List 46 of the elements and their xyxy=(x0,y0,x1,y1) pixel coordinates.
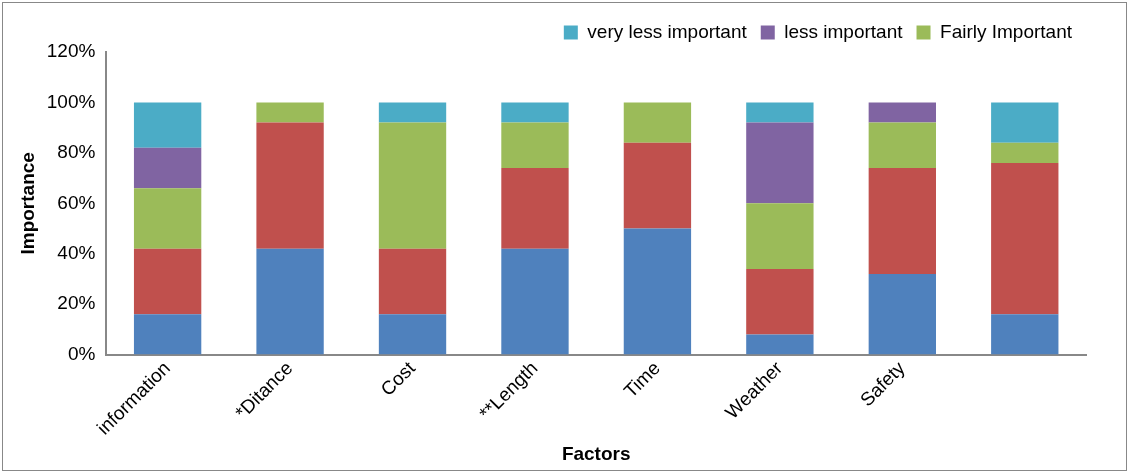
bar xyxy=(501,122,569,168)
legend-label: less important xyxy=(784,20,904,42)
bar xyxy=(868,168,936,274)
y-tick-label: 120% xyxy=(46,40,96,62)
bar xyxy=(991,162,1059,315)
x-axis-title: Factors xyxy=(561,442,631,464)
bar xyxy=(746,122,814,204)
x-tick-label: Cost xyxy=(376,356,420,400)
y-tick-label: 40% xyxy=(57,241,96,263)
bar xyxy=(623,142,692,229)
bar xyxy=(378,122,447,249)
bar xyxy=(746,203,814,269)
legend-label: very less important xyxy=(587,20,748,42)
x-tick-label: Time xyxy=(619,357,664,402)
bar xyxy=(746,268,814,335)
bar xyxy=(991,314,1059,355)
y-axis-title: Importance xyxy=(16,152,38,255)
bar xyxy=(868,273,936,355)
bar xyxy=(133,248,202,315)
bar xyxy=(991,102,1059,143)
bar xyxy=(133,147,202,189)
bar xyxy=(378,102,447,123)
bar xyxy=(133,314,202,355)
bar xyxy=(991,142,1059,163)
bar xyxy=(133,188,202,249)
bar xyxy=(746,102,814,123)
bar xyxy=(623,228,692,355)
bar xyxy=(256,248,324,355)
y-tick-label: 20% xyxy=(57,292,96,314)
bar xyxy=(868,102,936,123)
y-tick-label: 60% xyxy=(57,191,96,213)
y-tick-label: 0% xyxy=(67,342,96,364)
bar xyxy=(501,168,569,249)
legend-label: Fairly Important xyxy=(940,20,1073,42)
bar xyxy=(378,314,447,355)
bar xyxy=(868,122,936,168)
y-tick-label: 100% xyxy=(46,90,96,112)
bar xyxy=(378,248,447,315)
y-tick-label: 80% xyxy=(57,141,96,163)
bar xyxy=(746,334,814,355)
bar xyxy=(256,102,324,123)
bar xyxy=(623,102,692,143)
bar xyxy=(501,102,569,123)
bar xyxy=(256,122,324,249)
bar xyxy=(501,248,569,355)
bar xyxy=(133,102,202,148)
